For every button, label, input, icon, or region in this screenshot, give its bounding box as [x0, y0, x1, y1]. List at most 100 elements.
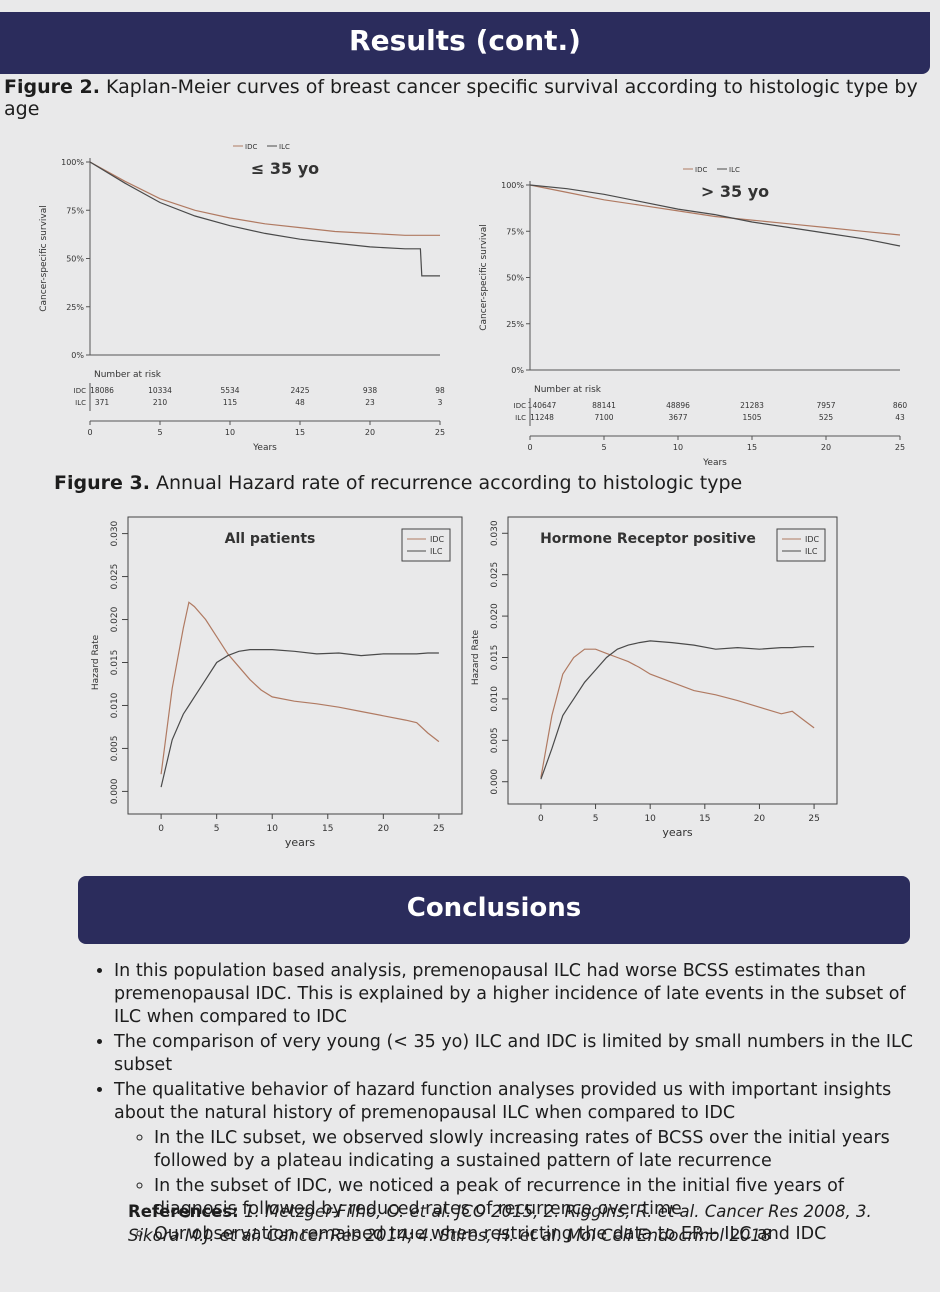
sub-bullet: Our observation remained true when restr…: [154, 1223, 929, 1246]
legend-box: [776, 528, 826, 562]
x-tick-label: 5: [157, 428, 162, 437]
risk-count: 115: [223, 398, 238, 407]
legend-label: ILC: [805, 547, 818, 556]
chart-title: ≤ 35 yo: [251, 159, 319, 178]
figure-label: Figure 3.: [54, 472, 150, 494]
x-tick-label: 0: [87, 428, 92, 437]
series-line: [89, 161, 440, 236]
risk-count: 18086: [90, 386, 114, 395]
x-tick-label: 0: [158, 824, 164, 834]
risk-row-label: ILC: [515, 414, 526, 422]
x-tick-label: 20: [821, 443, 831, 452]
x-axis-label: years: [662, 826, 693, 839]
references-label: References:: [128, 1202, 239, 1221]
risk-count: 5534: [220, 386, 239, 395]
y-axis-label: Cancer-specific survival: [479, 224, 489, 331]
risk-count: 98: [435, 386, 445, 395]
figure-label: Figure 2.: [4, 76, 100, 98]
series-line: [89, 161, 440, 277]
risk-table-title: Number at risk: [534, 385, 602, 395]
y-tick-label: 50%: [66, 255, 84, 264]
km-chart: 0% 25% 50% 75% 100% 0 5 10 15 20 25 Cancer-specific…: [39, 143, 445, 453]
y-axis-label: Hazard Rate: [91, 634, 101, 690]
x-tick-label: 25: [433, 824, 444, 834]
hazard-chart: 0.000 0.005 0.010 0.015 0.020 0.025 0.030 0 5 10 1…: [91, 516, 463, 849]
references: References: 1. Metzger-Filho, O. et al. …: [128, 1200, 888, 1248]
legend-box: [401, 528, 451, 562]
bullet: The comparison of very young (< 35 yo) I…: [114, 1031, 929, 1077]
bullet-text: The qualitative behavior of hazard funct…: [114, 1080, 892, 1123]
sub-bullet: In the subset of IDC, we noticed a peak …: [154, 1175, 929, 1221]
section-header: Results (cont.): [0, 12, 930, 74]
risk-count: 21283: [740, 401, 764, 410]
legend-label: IDC: [805, 535, 820, 544]
x-tick-label: 15: [699, 814, 710, 824]
y-tick-label: 0.010: [490, 686, 500, 712]
bullet-text: In this population based analysis, preme…: [114, 961, 906, 1027]
legend-label: IDC: [245, 143, 257, 151]
y-tick-label: 25%: [66, 303, 84, 312]
x-axis-label: Years: [702, 458, 727, 468]
section-header: Conclusions: [78, 876, 910, 944]
legend-label: IDC: [430, 535, 445, 544]
risk-count: 7957: [816, 401, 835, 410]
y-tick-label: 50%: [506, 274, 524, 283]
y-tick-label: 0.030: [110, 520, 120, 546]
y-tick-label: 100%: [61, 158, 84, 167]
risk-count: 210: [153, 398, 168, 407]
references-text: 1. Metzger-Filho, O. et al. JCO 2015, 2.…: [128, 1202, 872, 1245]
risk-count: 3677: [668, 413, 687, 422]
risk-count: 140647: [528, 401, 557, 410]
series-line: [160, 649, 439, 788]
bullet: In this population based analysis, preme…: [114, 960, 929, 1029]
risk-table-title: Number at risk: [94, 370, 162, 380]
series-line: [540, 640, 815, 780]
y-tick-label: 0.010: [110, 692, 120, 718]
y-tick-label: 0.020: [490, 603, 500, 629]
series-line: [160, 601, 440, 775]
y-tick-label: 25%: [506, 320, 524, 329]
sub-bullet: In the ILC subset, we observed slowly in…: [154, 1127, 929, 1173]
risk-count: 3: [438, 398, 443, 407]
y-tick-label: 0.000: [110, 778, 120, 804]
plot-frame: [127, 516, 463, 815]
risk-count: 371: [95, 398, 110, 407]
plot-frame: [507, 516, 838, 805]
risk-count: 48896: [666, 401, 690, 410]
risk-count: 525: [819, 413, 834, 422]
risk-count: 1505: [742, 413, 761, 422]
x-axis-label: Years: [252, 443, 277, 453]
x-tick-label: 20: [754, 814, 766, 824]
hazard-chart: 0.000 0.005 0.010 0.015 0.020 0.025 0.030 0 5 10 1…: [471, 516, 838, 839]
risk-count: 11248: [530, 413, 554, 422]
y-tick-label: 75%: [66, 206, 84, 215]
chart-title: Hormone Receptor positive: [540, 531, 756, 547]
caption-text: Annual Hazard rate of recurrence accordi…: [155, 472, 743, 494]
risk-count: 860: [893, 401, 908, 410]
risk-count: 23: [365, 398, 375, 407]
km-chart: 0% 25% 50% 75% 100% 0 5 10 15 20 25 Cancer-specific…: [479, 166, 908, 468]
y-tick-label: 0.025: [490, 562, 500, 588]
risk-count: 938: [363, 386, 378, 395]
y-tick-label: 0.020: [110, 606, 120, 632]
y-tick-label: 75%: [506, 227, 524, 236]
x-tick-label: 10: [644, 814, 656, 824]
y-tick-label: 0.015: [490, 645, 500, 671]
y-axis-label: Hazard Rate: [471, 629, 481, 685]
x-tick-label: 10: [225, 428, 235, 437]
x-tick-label: 25: [895, 443, 905, 452]
x-tick-label: 10: [673, 443, 683, 452]
sub-list: In the ILC subset, we observed slowly in…: [114, 1127, 929, 1246]
x-tick-label: 0: [527, 443, 532, 452]
x-tick-label: 25: [435, 428, 445, 437]
figure-caption: Figure 2. Kaplan-Meier curves of breast …: [4, 76, 940, 120]
risk-count: 88141: [592, 401, 616, 410]
y-tick-label: 0.005: [110, 736, 120, 762]
x-tick-label: 15: [322, 824, 333, 834]
bullet-text: The comparison of very young (< 35 yo) I…: [114, 1032, 913, 1075]
y-tick-label: 0.015: [110, 650, 120, 676]
x-tick-label: 20: [365, 428, 375, 437]
legend-label: IDC: [695, 166, 707, 174]
caption-text: Kaplan-Meier curves of breast cancer spe…: [4, 76, 918, 120]
